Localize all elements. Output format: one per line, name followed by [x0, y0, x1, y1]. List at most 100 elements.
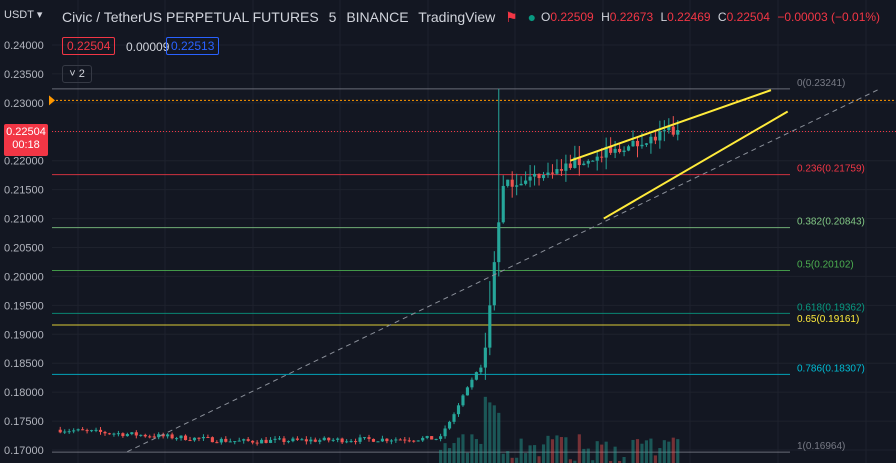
price-tick-label: 0.21000 [4, 214, 44, 226]
volume-bar [456, 437, 461, 463]
candle-body [609, 146, 613, 153]
volume-bar [501, 453, 505, 463]
volume-bar [519, 438, 523, 463]
volume-bar [600, 444, 604, 463]
price-tick-label: 0.21500 [4, 185, 44, 197]
indicators-toggle[interactable]: ˅ 2 [62, 65, 92, 83]
candle-body [658, 131, 662, 141]
candle-body [264, 439, 268, 443]
currency-selector[interactable]: USDT ▾ [4, 8, 42, 21]
candle-body [134, 432, 138, 436]
fib-level-label: 0.786(0.18307) [797, 363, 865, 374]
volume-bar [676, 439, 680, 463]
candle-body [613, 148, 617, 153]
fib-level-label: 1(0.16964) [797, 441, 845, 452]
buy-price-box[interactable]: 0.22513 [166, 37, 220, 55]
candle-body [600, 156, 604, 158]
volume-bar [582, 448, 586, 463]
symbol-title[interactable]: Civic / TetherUS PERPETUAL FUTURES [62, 9, 319, 25]
fib-level-label: 0.65(0.19161) [797, 314, 859, 325]
candle-body [649, 136, 653, 144]
candle-body [340, 438, 344, 443]
candle-body [394, 439, 398, 441]
candle-body [148, 436, 152, 438]
candle-body [595, 156, 599, 161]
candle-body [313, 439, 317, 442]
candle-body [121, 433, 125, 437]
alert-marker-icon[interactable] [49, 95, 55, 106]
volume-bar [447, 448, 452, 463]
candle-body [336, 438, 340, 440]
wedge-trend-line[interactable] [603, 110, 789, 220]
volume-bar [649, 438, 653, 463]
volume-bar [635, 439, 640, 463]
candle-body [434, 438, 438, 440]
volume-bar [550, 439, 555, 463]
price-tick-label: 0.23000 [4, 98, 44, 110]
candle-body [591, 160, 595, 162]
price-tick-label: 0.18500 [4, 358, 44, 370]
candle-body [322, 437, 326, 441]
candle-body [671, 126, 675, 135]
candle-body [447, 421, 452, 429]
high-value: 0.22673 [609, 10, 654, 24]
candles [58, 88, 680, 446]
interval-label[interactable]: 5 [328, 9, 337, 25]
candle-body [501, 185, 505, 223]
volume-bar [465, 452, 470, 463]
price-tick-label: 0.23500 [4, 69, 44, 81]
candle-body [640, 144, 644, 147]
volume-bar [479, 443, 483, 463]
candle-body [237, 440, 241, 442]
candle-body [85, 430, 89, 432]
candle-body [416, 440, 420, 442]
volume-bar [595, 441, 599, 463]
candle-body [255, 442, 259, 444]
candle-body [277, 438, 282, 440]
candle-body [94, 429, 98, 431]
candle-body [210, 437, 214, 443]
fib-retracement[interactable]: 0(0.23241) 0.236(0.21759) 0.382(0.20843) 0.… [49, 78, 896, 453]
price-axis[interactable]: 0.240000.235000.230000.225000.220000.215… [4, 40, 44, 457]
candle-body [331, 439, 335, 441]
sell-price-box[interactable]: 0.22504 [62, 37, 116, 55]
candle-body [282, 438, 286, 442]
candle-body [103, 431, 107, 434]
candle-body [76, 429, 80, 431]
price-tick-label: 0.19000 [4, 329, 44, 341]
volume-bar [591, 460, 595, 463]
currency-label: USDT [4, 9, 34, 21]
trend-line-dashed[interactable] [127, 88, 880, 453]
candle-body [465, 387, 470, 396]
low-label: L [660, 10, 668, 24]
wedge-trend-line[interactable] [569, 89, 772, 162]
drawings[interactable] [127, 88, 880, 453]
candle-body [676, 130, 680, 135]
volume-bar [492, 405, 496, 463]
candle-body [586, 160, 590, 164]
flag-icon[interactable]: ⚑ [505, 9, 518, 25]
candle-body [98, 429, 103, 432]
candle-body [125, 434, 129, 437]
candle-body [425, 436, 429, 438]
candle-body [510, 179, 514, 187]
candle-body [618, 148, 622, 153]
indicators-count: 2 [78, 68, 85, 80]
candle-body [456, 405, 461, 415]
candle-body [354, 441, 358, 443]
candle-body [143, 434, 147, 437]
candle-body [483, 347, 487, 368]
candle-body [233, 441, 237, 443]
candle-body [407, 440, 411, 442]
candle-body [206, 437, 210, 439]
candle-body [667, 126, 671, 131]
candle-body [380, 438, 384, 442]
volume-bar [609, 461, 613, 463]
candle-body [604, 146, 608, 158]
volume-bar [537, 456, 541, 463]
candle-body [644, 143, 649, 145]
candle-body [541, 174, 546, 179]
volume-bar [533, 445, 537, 463]
candle-body [242, 439, 246, 441]
